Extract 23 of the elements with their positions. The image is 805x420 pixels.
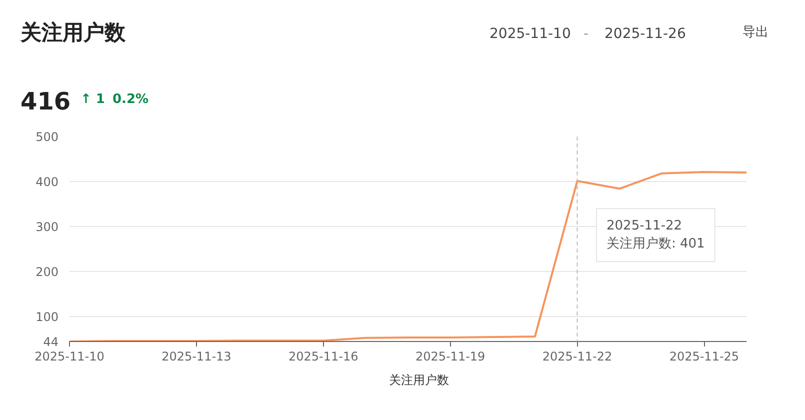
y-tick-label: 500 — [36, 130, 58, 144]
x-tick-label: 2025-11-25 — [669, 350, 740, 364]
y-tick-label: 300 — [36, 220, 58, 234]
text: 关注用户数 — [389, 372, 449, 388]
text: 416 — [20, 88, 71, 116]
text: 0.2% — [112, 92, 149, 107]
text: ↑ 1 — [80, 92, 105, 107]
y-tick-label: 44 — [43, 335, 59, 349]
y-tick-label: 400 — [36, 174, 58, 189]
text: 导出 — [742, 25, 768, 40]
chart-title: 关注用户数 — [20, 20, 126, 44]
x-tick-label: 2025-11-16 — [288, 350, 358, 364]
annotation: 2025-11-22 关注用户数: 401 — [606, 218, 705, 252]
y-tick-label: 200 — [36, 264, 58, 279]
text: - — [584, 26, 589, 42]
text: 2025-11-10 — [490, 26, 571, 42]
x-tick-label: 2025-11-10 — [34, 350, 104, 364]
line-series — [70, 171, 746, 342]
x-tick-label: 2025-11-19 — [415, 350, 486, 364]
text: 2025-11-26 — [604, 26, 686, 42]
x-tick-label: 2025-11-22 — [542, 350, 612, 364]
y-tick-label: 100 — [36, 310, 58, 324]
x-tick-label: 2025-11-13 — [162, 350, 232, 364]
